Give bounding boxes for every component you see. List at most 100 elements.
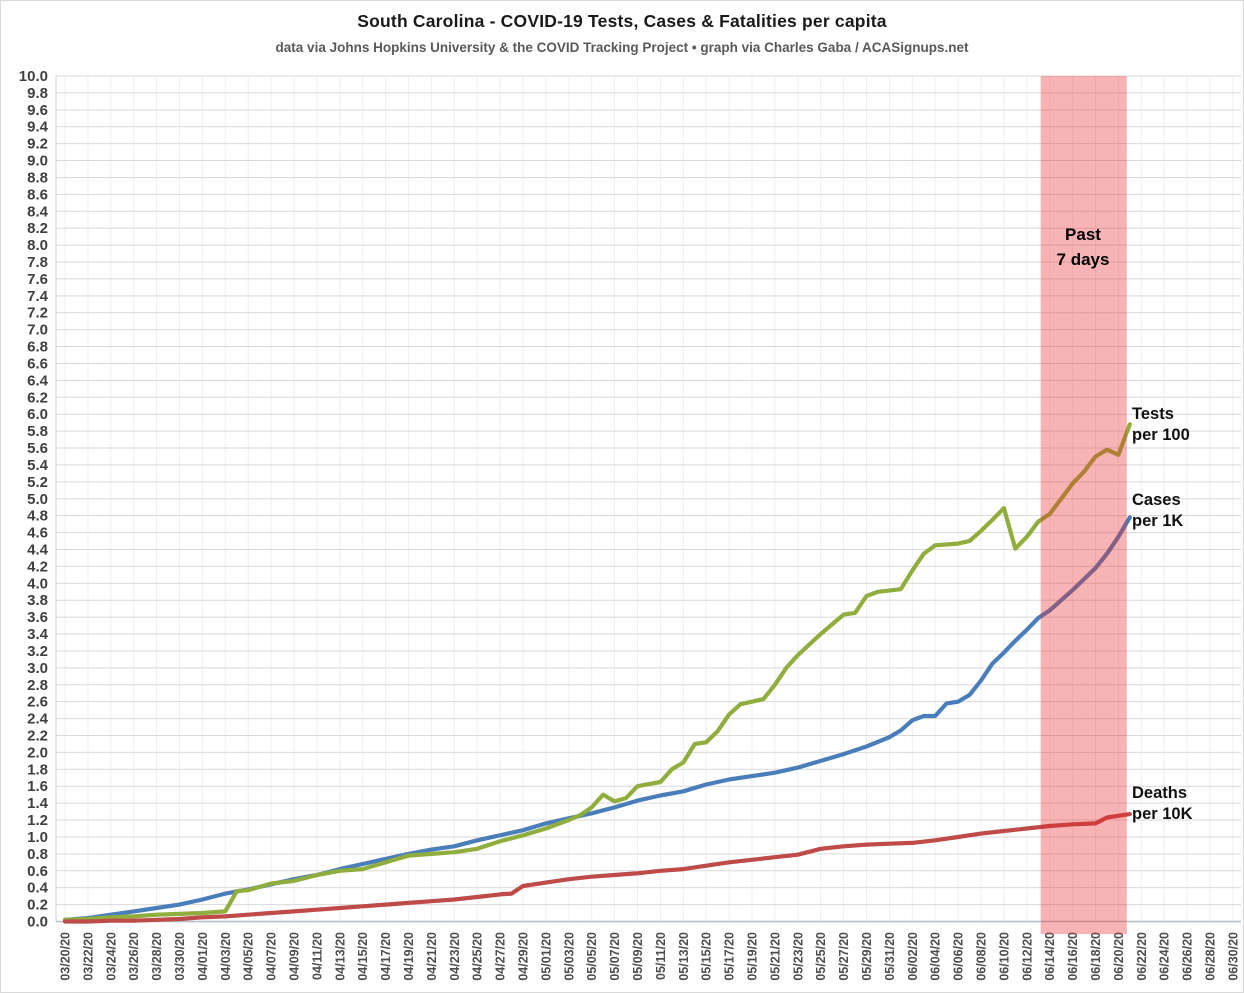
y-tick-label: 1.8 [27,761,48,778]
chart-title: South Carolina - COVID-19 Tests, Cases &… [357,11,887,31]
y-tick-label: 5.4 [27,457,49,474]
y-tick-label: 5.2 [27,474,48,491]
y-tick-label: 6.6 [27,355,48,372]
y-tick-label: 6.0 [27,406,48,423]
y-tick-label: 1.2 [27,812,48,829]
x-tick-label: 06/24/20 [1158,932,1172,981]
x-tick-label: 06/28/20 [1204,932,1218,981]
y-tick-label: 4.4 [27,541,49,558]
past-7-days-band [1040,76,1127,934]
y-tick-label: 7.4 [27,288,49,305]
x-tick-label: 05/01/20 [539,932,553,981]
y-tick-label: 2.4 [27,711,49,728]
x-tick-label: 05/29/20 [860,932,874,981]
y-tick-label: 3.8 [27,592,48,609]
x-tick-label: 05/21/20 [768,932,782,981]
y-tick-label: 1.0 [27,829,48,846]
y-tick-label: 9.8 [27,85,48,102]
y-tick-label: 7.2 [27,305,48,322]
series-line-tests-per-100 [62,422,1132,922]
x-tick-label: 04/21/20 [425,932,439,981]
x-tick-label: 04/29/20 [517,932,531,981]
y-tick-label: 1.6 [27,778,48,795]
y-tick-label: 2.0 [27,744,48,761]
x-tick-label: 03/20/20 [59,932,73,981]
y-tick-label: 6.8 [27,339,48,356]
y-tick-label: 0.8 [27,846,48,863]
x-tick-label: 06/20/20 [1112,932,1126,981]
x-tick-label: 05/19/20 [746,932,760,981]
tests-series-label: Tests per 100 [1132,405,1190,444]
x-tick-label: 06/16/20 [1066,932,1080,981]
y-tick-label: 2.6 [27,694,48,711]
y-tick-label: 8.6 [27,186,48,203]
y-tick-label: 2.2 [27,727,48,744]
y-tick-label: 10.0 [19,68,48,85]
x-tick-label: 04/09/20 [288,932,302,981]
x-tick-label: 05/07/20 [608,932,622,981]
y-tick-label: 3.4 [27,626,49,643]
x-tick-label: 05/23/20 [791,932,805,981]
y-tick-label: 0.2 [27,897,48,914]
x-tick-label: 04/17/20 [379,932,393,981]
x-tick-label: 06/10/20 [997,932,1011,981]
x-tick-label: 06/08/20 [975,932,989,981]
y-tick-label: 5.0 [27,491,48,508]
y-tick-label: 8.2 [27,220,48,237]
x-tick-label: 04/25/20 [471,932,485,981]
y-tick-label: 5.8 [27,423,48,440]
x-tick-label: 03/30/20 [173,932,187,981]
x-tick-label: 03/28/20 [150,932,164,981]
x-tick-label: 06/26/20 [1181,932,1195,981]
x-tick-label: 05/25/20 [814,932,828,981]
y-tick-label: 7.8 [27,254,48,271]
x-tick-label: 05/31/20 [883,932,897,981]
y-tick-label: 4.6 [27,525,48,542]
x-tick-label: 04/01/20 [196,932,210,981]
x-tick-label: 04/03/20 [219,932,233,981]
y-tick-label: 4.8 [27,508,48,525]
y-tick-label: 8.0 [27,237,48,254]
x-tick-label: 04/07/20 [265,932,279,981]
x-tick-label: 04/15/20 [356,932,370,981]
x-tick-label: 04/11/20 [310,932,324,980]
y-tick-label: 3.6 [27,609,48,626]
y-tick-label: 5.6 [27,440,48,457]
y-tick-label: 9.0 [27,153,48,170]
y-tick-label: 0.4 [27,880,49,897]
y-tick-label: 3.0 [27,660,48,677]
y-tick-label: 7.6 [27,271,48,288]
y-tick-label: 4.0 [27,575,48,592]
x-tick-label: 03/22/20 [81,932,95,981]
x-tick-label: 03/26/20 [127,932,141,981]
x-tick-label: 04/19/20 [402,932,416,981]
y-tick-label: 2.8 [27,677,48,694]
x-tick-label: 04/27/20 [494,932,508,981]
x-tick-label: 06/14/20 [1043,932,1057,981]
x-tick-label: 05/15/20 [700,932,714,981]
y-tick-label: 4.2 [27,558,48,575]
y-tick-label: 6.4 [27,372,49,389]
y-tick-label: 8.4 [27,203,49,220]
x-tick-label: 03/24/20 [104,932,118,981]
x-tick-label: 05/17/20 [723,932,737,981]
x-tick-label: 05/11/20 [654,932,668,980]
x-tick-label: 05/13/20 [677,932,691,981]
past-7-days-band-label: Past 7 days [1056,225,1110,269]
y-tick-label: 9.6 [27,102,48,119]
x-tick-label: 05/05/20 [585,932,599,981]
y-tick-label: 8.8 [27,169,48,186]
chart-subtitle: data via Johns Hopkins University & the … [275,40,969,55]
x-tick-label: 06/06/20 [952,932,966,981]
x-tick-label: 05/03/20 [562,932,576,981]
cases-series-label: Cases per 1K [1132,491,1184,530]
deaths-series-label: Deaths per 10K [1132,784,1193,823]
y-tick-label: 7.0 [27,322,48,339]
y-tick-label: 1.4 [27,795,49,812]
x-tick-label: 06/02/20 [906,932,920,981]
y-tick-label: 0.0 [27,914,48,931]
y-tick-label: 9.2 [27,136,48,153]
x-tick-label: 06/30/20 [1226,932,1240,981]
x-tick-label: 06/18/20 [1089,932,1103,981]
